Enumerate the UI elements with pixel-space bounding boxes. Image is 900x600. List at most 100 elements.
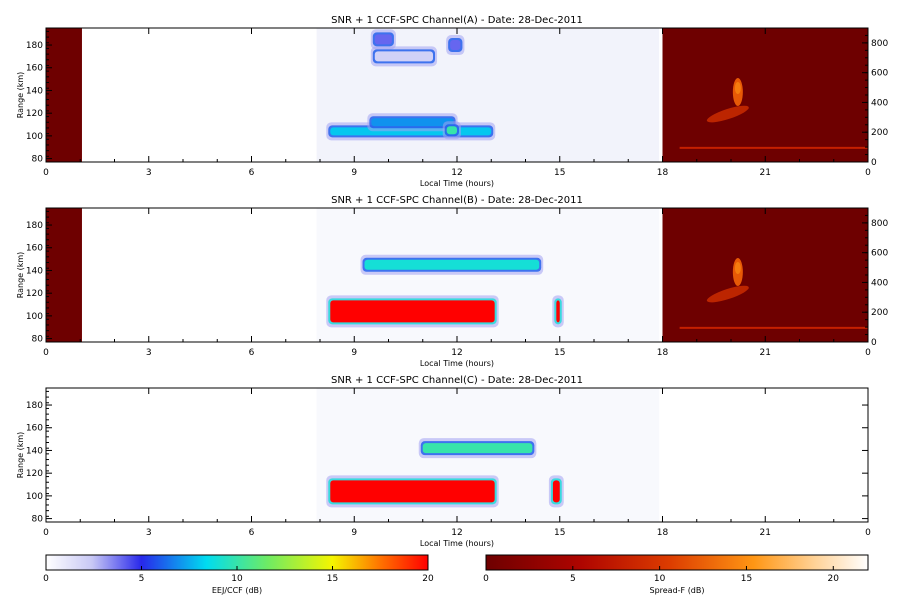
spread-f-core — [734, 262, 741, 275]
eej-echo — [374, 51, 434, 62]
colorbar-gradient — [485, 554, 869, 571]
x-tick-label: 12 — [451, 168, 462, 178]
colorbar-tick-label: 5 — [139, 574, 145, 584]
y-axis-label: Range (km) — [16, 72, 25, 119]
eej-echo — [330, 480, 495, 503]
colorbar-tick-label: 0 — [43, 574, 49, 584]
x-tick-label: 3 — [146, 168, 152, 178]
eej-echo — [364, 259, 540, 270]
right-y-tick-label: 0 — [871, 158, 877, 168]
chart-panel-1: SNR + 1 CCF-SPC Channel(A) - Date: 28-De… — [16, 15, 888, 188]
y-tick-label: 120 — [26, 109, 43, 119]
eej-echo — [450, 40, 461, 51]
colorbar-tick-label: 15 — [327, 574, 338, 584]
spread-f-band — [679, 326, 868, 329]
chart-title: SNR + 1 CCF-SPC Channel(A) - Date: 28-De… — [331, 15, 583, 26]
colorbar-tick-label: 20 — [828, 574, 840, 584]
colorbar-tick-label: 0 — [483, 574, 489, 584]
colorbar-1: 0 5 10 15 20 EEJ/CCF (dB) — [43, 554, 434, 595]
right-y-tick-label: 800 — [871, 39, 888, 49]
y-tick-label: 100 — [26, 132, 43, 142]
right-y-tick-label: 800 — [871, 219, 888, 229]
y-axis-label: Range (km) — [16, 432, 25, 479]
noise-region — [316, 28, 660, 162]
x-tick-label: 3 — [146, 528, 152, 538]
spread-f-plume-base — [706, 285, 749, 303]
spread-f-core — [734, 82, 741, 95]
chart-panel-3: SNR + 1 CCF-SPC Channel(C) - Date: 28-De… — [16, 375, 871, 548]
x-tick-label: 0 — [43, 528, 49, 538]
right-y-tick-label: 600 — [871, 69, 888, 79]
x-tick-label: 0 — [43, 348, 49, 358]
y-axis-label: Range (km) — [16, 252, 25, 299]
eej-echo — [374, 34, 392, 45]
x-tick-label: 0 — [43, 168, 49, 178]
x-tick-label: 3 — [146, 348, 152, 358]
x-tick-label: 21 — [760, 168, 771, 178]
right-y-tick-label: 400 — [871, 98, 888, 108]
chart-title: SNR + 1 CCF-SPC Channel(B) - Date: 28-De… — [331, 195, 583, 206]
x-tick-label: 9 — [351, 168, 357, 178]
x-tick-label: 12 — [451, 348, 462, 358]
x-tick-label: 18 — [657, 528, 669, 538]
x-tick-label: 6 — [249, 168, 255, 178]
x-tick-label: 0 — [865, 528, 871, 538]
y-tick-label: 80 — [32, 335, 44, 345]
y-tick-label: 180 — [26, 401, 43, 411]
x-tick-label: 6 — [249, 348, 255, 358]
y-tick-label: 180 — [26, 41, 43, 51]
y-tick-label: 180 — [26, 221, 43, 231]
colorbar-tick-label: 5 — [570, 574, 576, 584]
y-tick-label: 160 — [26, 424, 43, 434]
spread-f-span — [662, 208, 868, 342]
x-tick-label: 15 — [554, 348, 565, 358]
y-tick-label: 80 — [32, 155, 44, 165]
colorbar-tick-label: 20 — [422, 574, 434, 584]
colorbar-tick-label: 15 — [741, 574, 752, 584]
colorbar-label: EEJ/CCF (dB) — [212, 586, 262, 595]
spread-f-plume-base — [706, 105, 749, 123]
right-y-tick-label: 600 — [871, 249, 888, 259]
x-axis-label: Local Time (hours) — [420, 539, 494, 548]
colorbar-tick-label: 10 — [654, 574, 666, 584]
x-tick-label: 15 — [554, 528, 565, 538]
x-axis-label: Local Time (hours) — [420, 179, 494, 188]
x-axis-label: Local Time (hours) — [420, 359, 494, 368]
right-y-tick-label: 200 — [871, 308, 888, 318]
right-y-tick-label: 0 — [871, 338, 877, 348]
y-tick-label: 80 — [32, 515, 44, 525]
y-tick-label: 140 — [26, 446, 43, 456]
eej-echo — [330, 300, 495, 323]
y-tick-label: 120 — [26, 289, 43, 299]
x-tick-label: 18 — [657, 168, 669, 178]
x-tick-label: 18 — [657, 348, 669, 358]
y-tick-label: 160 — [26, 64, 43, 74]
x-tick-label: 0 — [865, 348, 871, 358]
colorbar-2: 0 5 10 15 20 Spread-F (dB) — [483, 554, 869, 595]
right-y-tick-label: 200 — [871, 128, 888, 138]
y-tick-label: 120 — [26, 469, 43, 479]
right-y-tick-label: 400 — [871, 278, 888, 288]
colorbar-label: Spread-F (dB) — [649, 586, 704, 595]
chart-title: SNR + 1 CCF-SPC Channel(C) - Date: 28-De… — [331, 375, 583, 386]
x-tick-label: 15 — [554, 168, 565, 178]
x-tick-label: 21 — [760, 348, 771, 358]
no-data-span — [46, 208, 82, 342]
chart-panel-2: SNR + 1 CCF-SPC Channel(B) - Date: 28-De… — [16, 195, 888, 368]
y-tick-label: 100 — [26, 312, 43, 322]
eej-echo — [552, 480, 560, 503]
eej-echo — [446, 126, 457, 135]
y-tick-label: 100 — [26, 492, 43, 502]
eej-echo — [556, 300, 560, 323]
x-tick-label: 9 — [351, 348, 357, 358]
y-tick-label: 160 — [26, 244, 43, 254]
x-tick-label: 9 — [351, 528, 357, 538]
x-tick-label: 0 — [865, 168, 871, 178]
colorbar-tick-label: 10 — [231, 574, 243, 584]
eej-echo — [422, 443, 533, 454]
x-tick-label: 21 — [760, 528, 771, 538]
y-tick-label: 140 — [26, 86, 43, 96]
x-tick-label: 12 — [451, 528, 462, 538]
y-tick-label: 140 — [26, 266, 43, 276]
